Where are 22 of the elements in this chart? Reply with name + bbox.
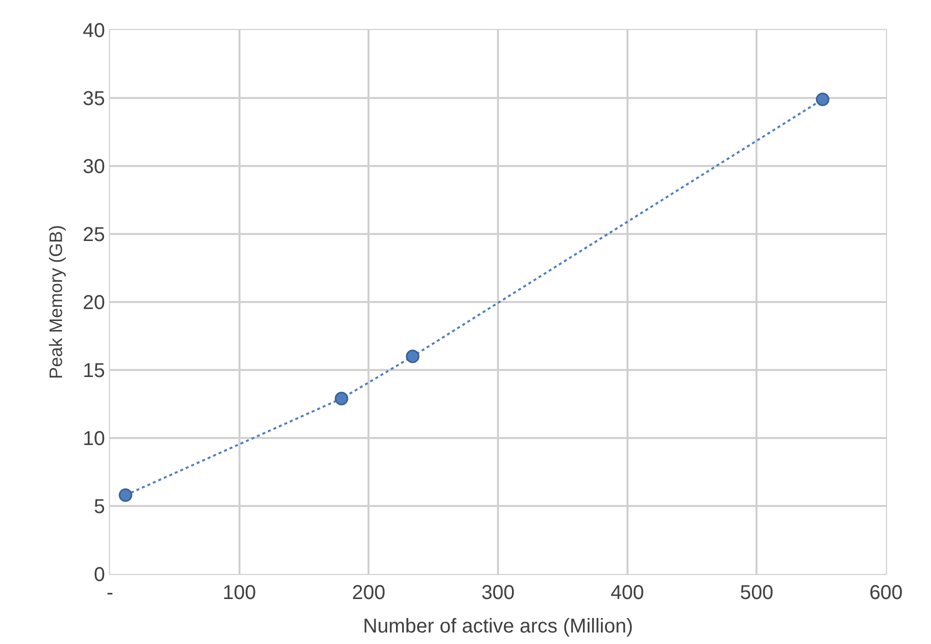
y-tick-label: 15 [82, 360, 105, 382]
y-tick-label: 5 [94, 496, 105, 518]
y-tick-label: 0 [94, 564, 105, 586]
y-tick-label: 20 [82, 292, 105, 314]
y-axis-title: Peak Memory (GB) [46, 224, 66, 380]
point [334, 392, 348, 406]
x-tick-label: 500 [740, 582, 774, 604]
x-axis-title: Number of active arcs (Million) [362, 616, 634, 638]
y-tick-label: 10 [82, 428, 105, 450]
x-tick-label: - [106, 582, 114, 604]
x-tick-label: 200 [352, 582, 386, 604]
y-tick-label: 30 [82, 156, 105, 178]
y-tick-label: 40 [82, 20, 105, 42]
y-tick-label: 35 [82, 88, 105, 110]
x-tick-label: 100 [222, 582, 256, 604]
x-tick-label: 300 [481, 582, 515, 604]
x-tick-label: 600 [869, 582, 903, 604]
y-tick-label: 25 [82, 224, 105, 246]
point [816, 92, 830, 106]
x-tick-label: 400 [610, 582, 644, 604]
point [118, 488, 132, 502]
point [406, 350, 420, 364]
